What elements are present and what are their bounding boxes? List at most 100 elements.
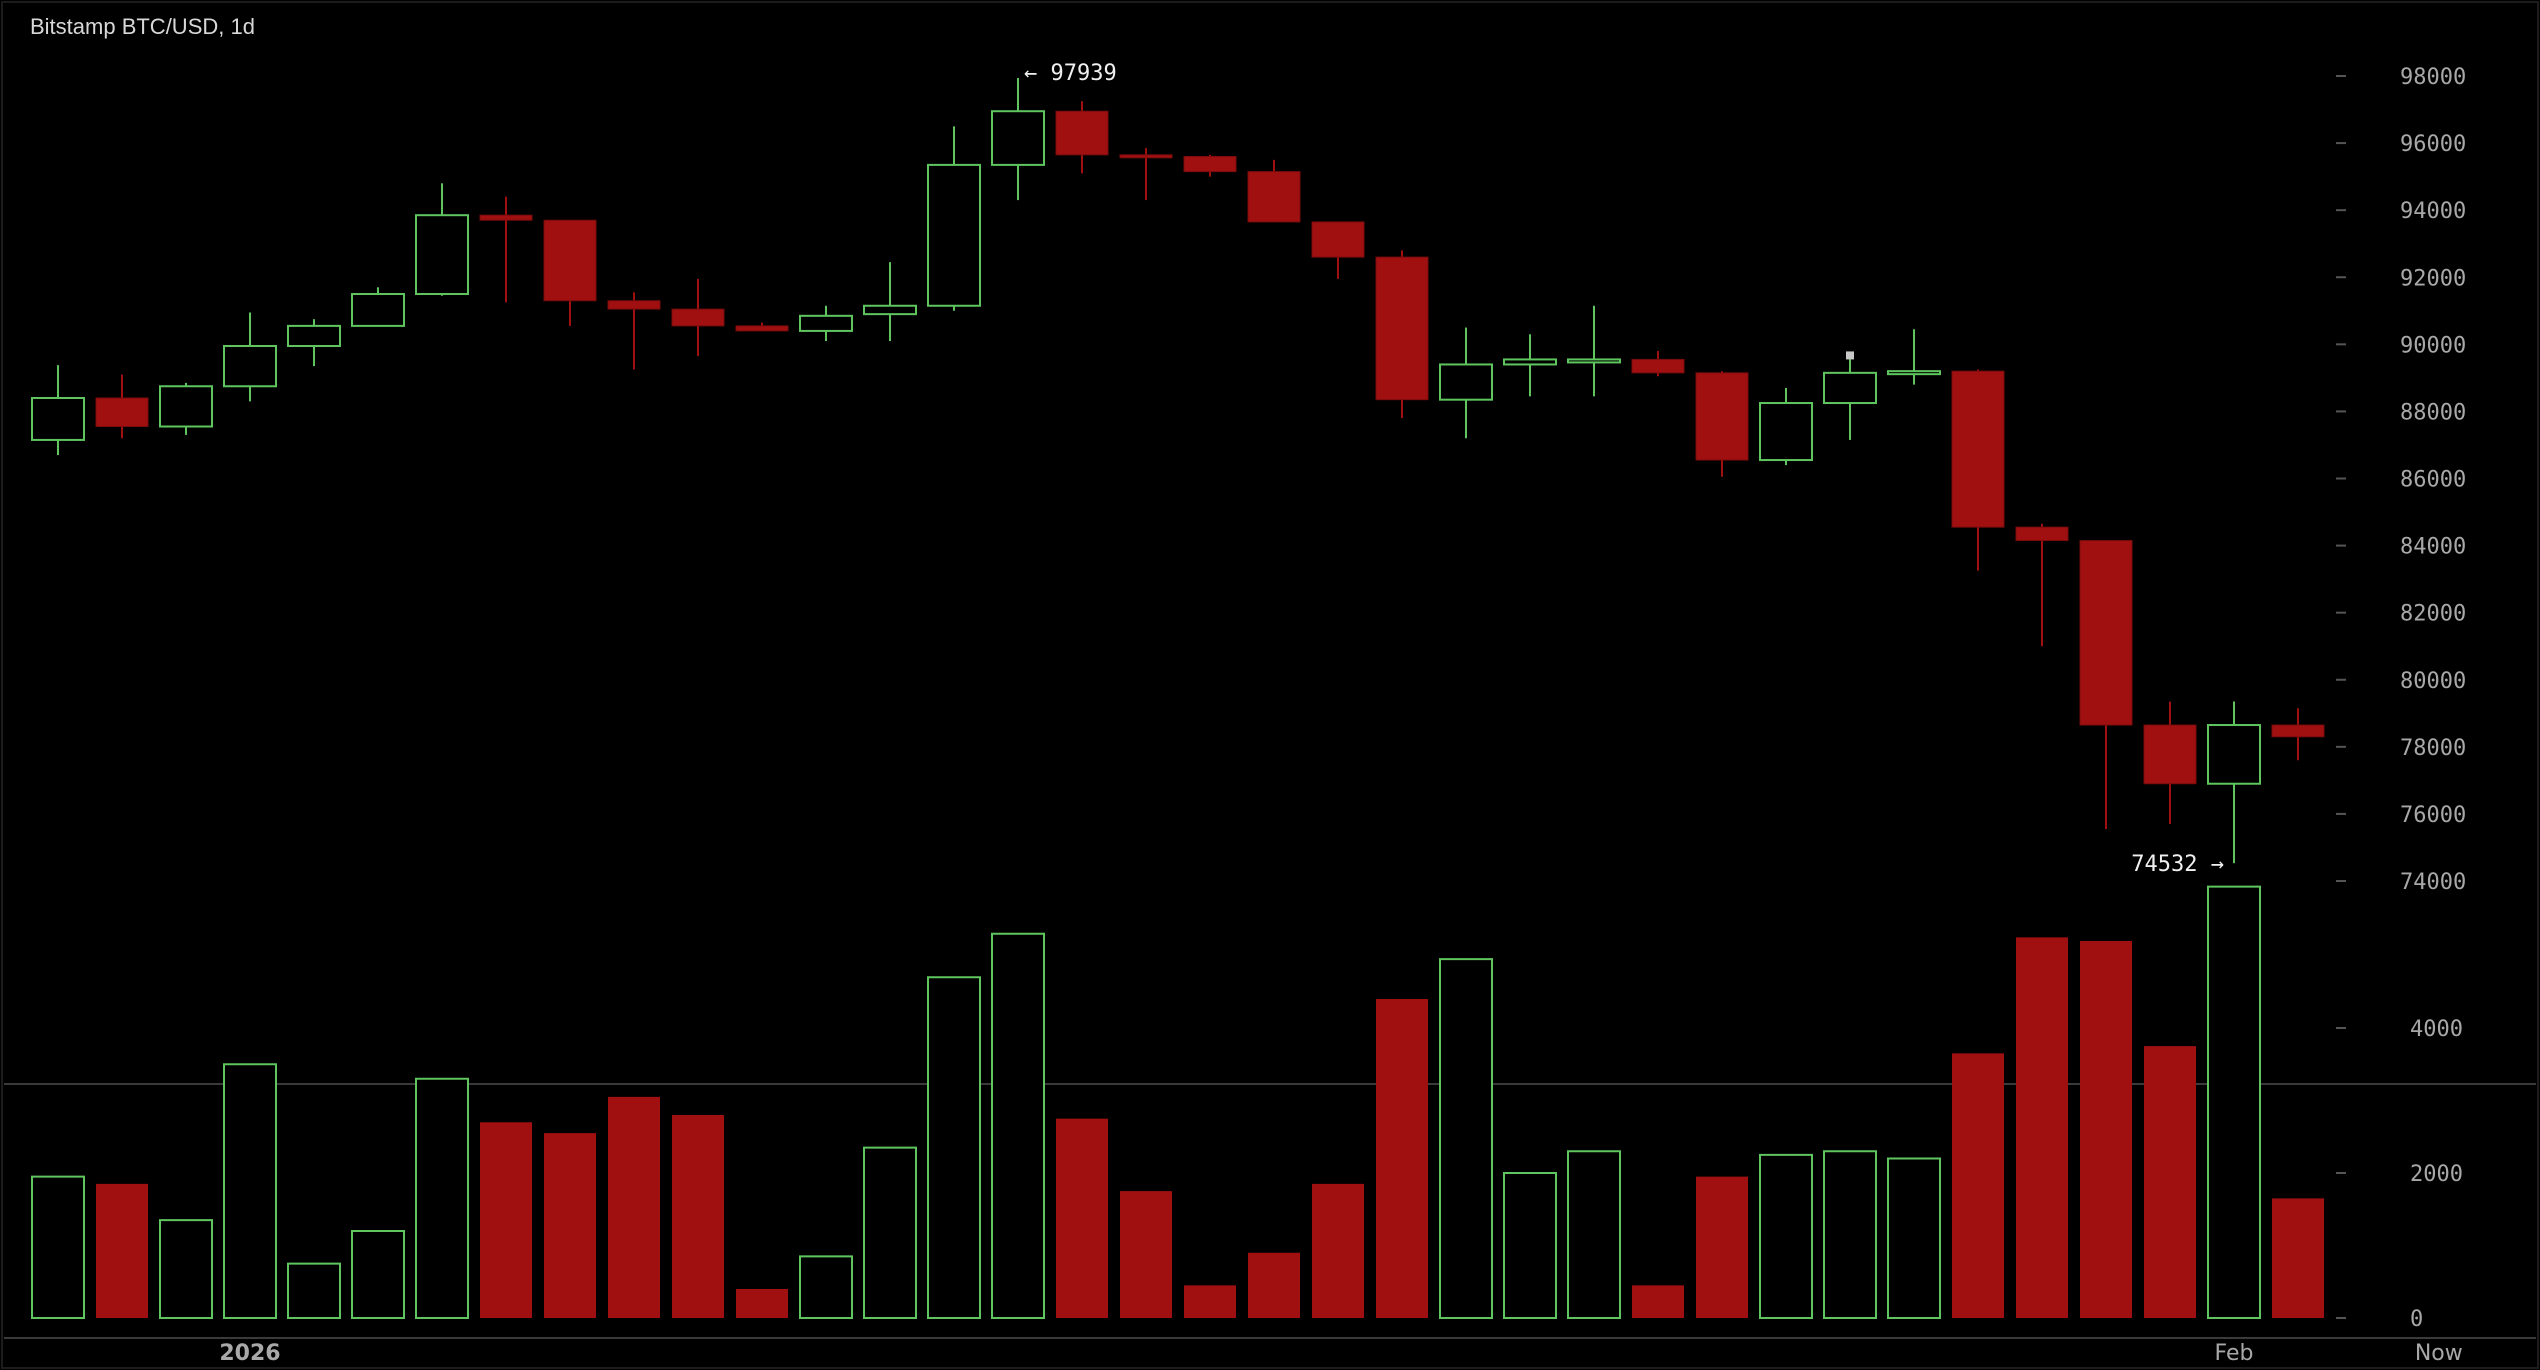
candle-body [543,219,597,302]
volume-bar [1759,1153,1813,1319]
candle-body [1823,371,1877,405]
annotations: ← 97939 74532 → [1024,61,2224,877]
candle-body [1119,154,1173,159]
volume-bar [1503,1172,1557,1319]
price-tick-label: 88000 [2400,400,2466,425]
volume-bar [159,1219,213,1319]
volume-bar [287,1262,341,1319]
candle-body [415,214,469,296]
candle-body [671,308,725,327]
volume-bar [1952,1053,2004,1318]
volume-tick-label: 2000 [2410,1162,2463,1187]
candle-body [1759,402,1813,462]
volume-axis: 4000 2000 0 [2336,1017,2463,1332]
price-tick-label: 92000 [2400,266,2466,291]
volume-bar [991,932,1045,1319]
volume-bar [351,1230,405,1319]
candle-body [479,214,533,221]
volume-bar [2016,937,2068,1318]
price-tick-label: 78000 [2400,736,2466,761]
time-tick-label: Now [2415,1341,2463,1366]
candle-body [1183,156,1237,173]
volume-bar [1184,1285,1236,1318]
candles [31,78,2325,864]
price-axis: 98000 96000 94000 92000 90000 88000 86000 84000… [2336,65,2466,895]
price-tick-label: 98000 [2400,65,2466,90]
price-tick-label: 94000 [2400,199,2466,224]
volume-bar [1312,1183,1364,1318]
time-axis: 2026 Feb Now [219,1341,2462,1366]
volume-bar [2207,885,2261,1319]
volume-bar [608,1096,660,1318]
volume-bar [1567,1150,1621,1319]
candle-body [287,324,341,348]
price-tick-label: 76000 [2400,803,2466,828]
candle-body [31,397,85,441]
low-price-label: 74532 → [2131,852,2224,877]
price-tick-label: 84000 [2400,535,2466,560]
candle-body [351,293,405,327]
candle-body [2079,540,2133,726]
candle-body [1887,370,1941,376]
candle-body [863,304,917,316]
candle-body [1631,358,1685,374]
volume-bar [2080,941,2132,1318]
high-price-label: ← 97939 [1024,61,1117,86]
volume-bar [415,1077,469,1319]
volume-bar [672,1115,724,1318]
candle-body [607,300,661,310]
price-tick-label: 90000 [2400,333,2466,358]
volume-bar [31,1175,85,1319]
candle-body [223,345,277,388]
volume-bar [480,1122,532,1318]
volume-bar [1376,999,1428,1318]
candle-body [1375,256,1429,401]
volume-bar [1887,1157,1941,1319]
price-tick-label: 96000 [2400,132,2466,157]
candle-body [2143,724,2197,785]
volume-tick-label: 4000 [2410,1017,2463,1042]
candle-body [1951,370,2005,528]
price-tick-label: 82000 [2400,602,2466,627]
volume-bar [1823,1150,1877,1319]
price-tick-label: 86000 [2400,468,2466,493]
volume-bar [1120,1191,1172,1318]
volume-bar [1248,1252,1300,1318]
candle-body [1439,363,1493,401]
candle-body [927,163,981,307]
price-tick-label: 80000 [2400,669,2466,694]
volume-bar [863,1146,917,1319]
volume-bar [2144,1046,2196,1318]
candle-body [1055,110,1109,156]
volume-bar [927,976,981,1319]
time-tick-label: 2026 [219,1341,280,1366]
candle-body [1503,358,1557,366]
volume-bar [1696,1176,1748,1318]
candle-body [2015,526,2069,542]
marker-dot [1846,351,1854,360]
chart-title: Bitstamp BTC/USD, 1d [30,14,255,39]
volume-bar [736,1289,788,1318]
candle-body [735,325,789,332]
volume-bars [31,885,2324,1319]
candle-body [1695,372,1749,461]
candle-body [1567,358,1621,364]
time-tick-label: Feb [2215,1341,2254,1366]
candle-body [95,397,149,428]
volume-tick-label: 0 [2410,1307,2423,1332]
volume-bar [96,1183,148,1318]
price-tick-label: 74000 [2400,870,2466,895]
volume-bar [1632,1285,1684,1318]
candle-body [799,314,853,332]
candle-body [1311,221,1365,258]
volume-bar [1439,958,1493,1319]
volume-bar [1056,1118,1108,1318]
volume-bar [544,1133,596,1318]
candle-body [1247,171,1301,223]
volume-bar [2272,1198,2324,1318]
candle-body [2271,724,2325,738]
volume-bar [223,1063,277,1319]
